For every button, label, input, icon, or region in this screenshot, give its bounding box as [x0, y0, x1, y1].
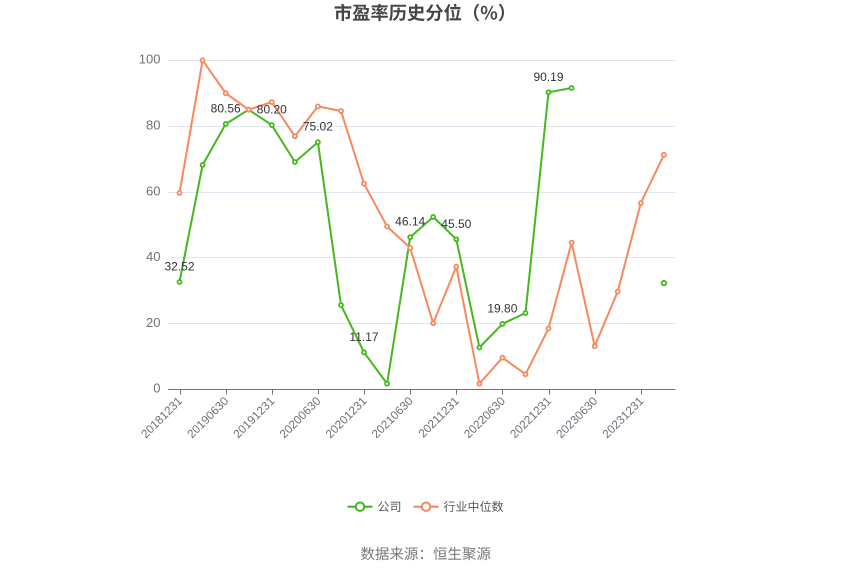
- svg-text:100: 100: [139, 52, 161, 67]
- svg-text:0: 0: [153, 381, 160, 396]
- svg-text:60: 60: [146, 183, 160, 198]
- svg-text:45.50: 45.50: [441, 217, 471, 231]
- svg-text:46.14: 46.14: [395, 215, 425, 229]
- svg-text:20: 20: [146, 315, 160, 330]
- svg-text:11.17: 11.17: [349, 330, 378, 344]
- svg-text:80.56: 80.56: [211, 102, 241, 116]
- svg-text:75.02: 75.02: [303, 120, 333, 134]
- svg-text:80.20: 80.20: [257, 103, 287, 117]
- svg-text:40: 40: [146, 249, 160, 264]
- svg-text:90.19: 90.19: [533, 70, 563, 84]
- svg-text:80: 80: [146, 118, 160, 133]
- svg-text:32.52: 32.52: [164, 260, 194, 274]
- svg-text:19.80: 19.80: [487, 301, 517, 315]
